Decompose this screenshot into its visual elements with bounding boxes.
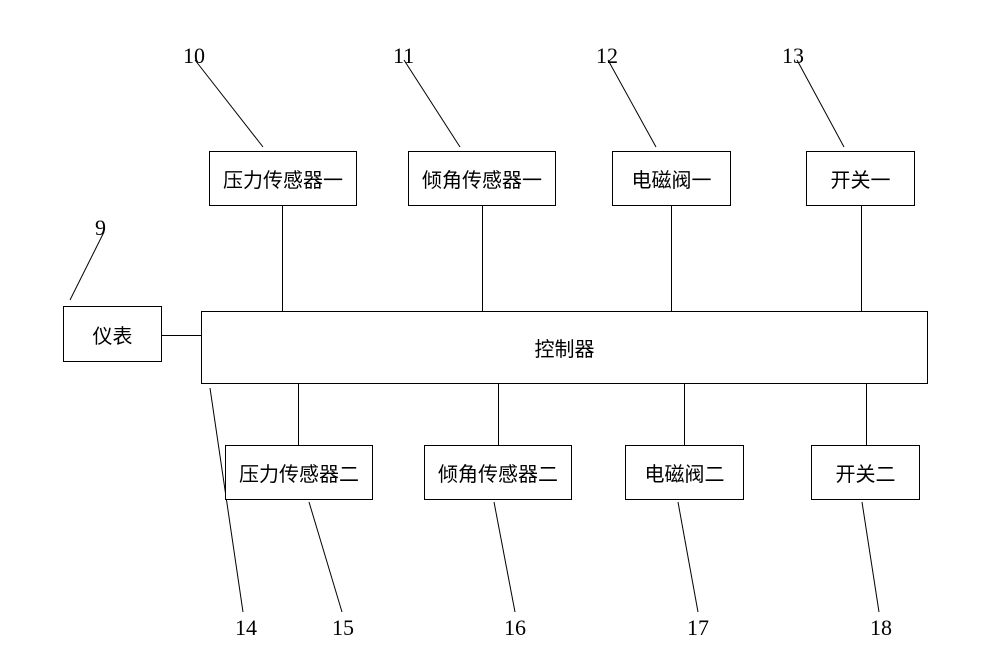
- leader-17: [678, 502, 698, 612]
- leader-12: [608, 60, 656, 147]
- label-16: 16: [504, 615, 526, 641]
- connector-bottom-1: [298, 384, 299, 445]
- label-18: 18: [870, 615, 892, 641]
- label-17: 17: [687, 615, 709, 641]
- box-controller: 控制器: [201, 311, 928, 384]
- diagram-canvas: 9 10 11 12 13 14 15 16 17 18 压力传感器一 倾角传感…: [0, 0, 1000, 666]
- label-13: 13: [782, 43, 804, 69]
- box-switch-2: 开关二: [811, 445, 920, 500]
- box-pressure-sensor-2: 压力传感器二: [225, 445, 373, 500]
- box-solenoid-valve-1: 电磁阀一: [612, 151, 731, 206]
- label-9: 9: [95, 215, 106, 241]
- box-solenoid-valve-2: 电磁阀二: [625, 445, 744, 500]
- box-tilt-sensor-1: 倾角传感器一: [408, 151, 556, 206]
- leader-10: [195, 60, 263, 147]
- connector-top-1: [282, 206, 283, 311]
- leader-16: [494, 502, 515, 612]
- box-switch-1: 开关一: [806, 151, 915, 206]
- connector-top-3: [671, 206, 672, 311]
- label-12: 12: [596, 43, 618, 69]
- leader-9: [70, 232, 104, 300]
- connector-bottom-2: [498, 384, 499, 445]
- label-10: 10: [183, 43, 205, 69]
- connector-top-2: [482, 206, 483, 311]
- box-tilt-sensor-2: 倾角传感器二: [424, 445, 572, 500]
- label-15: 15: [332, 615, 354, 641]
- leader-13: [797, 60, 844, 147]
- leader-11: [404, 60, 460, 147]
- leader-15: [309, 502, 342, 612]
- connector-bottom-3: [684, 384, 685, 445]
- box-pressure-sensor-1: 压力传感器一: [209, 151, 357, 206]
- connector-instrument-controller: [162, 335, 201, 336]
- box-instrument: 仪表: [63, 306, 162, 362]
- label-14: 14: [235, 615, 257, 641]
- leader-18: [862, 502, 879, 612]
- connector-bottom-4: [866, 384, 867, 445]
- connector-top-4: [861, 206, 862, 311]
- leader-14: [210, 388, 243, 612]
- label-11: 11: [393, 43, 414, 69]
